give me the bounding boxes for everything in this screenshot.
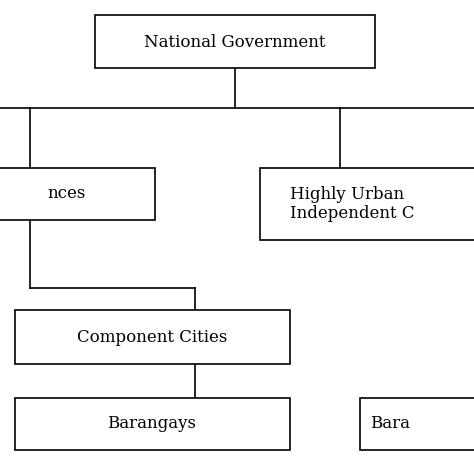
- Bar: [95, 15, 375, 68]
- Bar: [260, 168, 474, 240]
- Text: Barangays: Barangays: [108, 416, 197, 432]
- Text: National Government: National Government: [144, 34, 326, 51]
- Bar: [360, 398, 474, 450]
- Text: Highly Urban
Independent C: Highly Urban Independent C: [290, 186, 414, 222]
- Bar: [15, 398, 290, 450]
- Text: Bara: Bara: [370, 416, 410, 432]
- Text: nces: nces: [47, 185, 85, 202]
- Text: Component Cities: Component Cities: [77, 328, 227, 346]
- Bar: [15, 310, 290, 364]
- Bar: [0, 168, 155, 220]
